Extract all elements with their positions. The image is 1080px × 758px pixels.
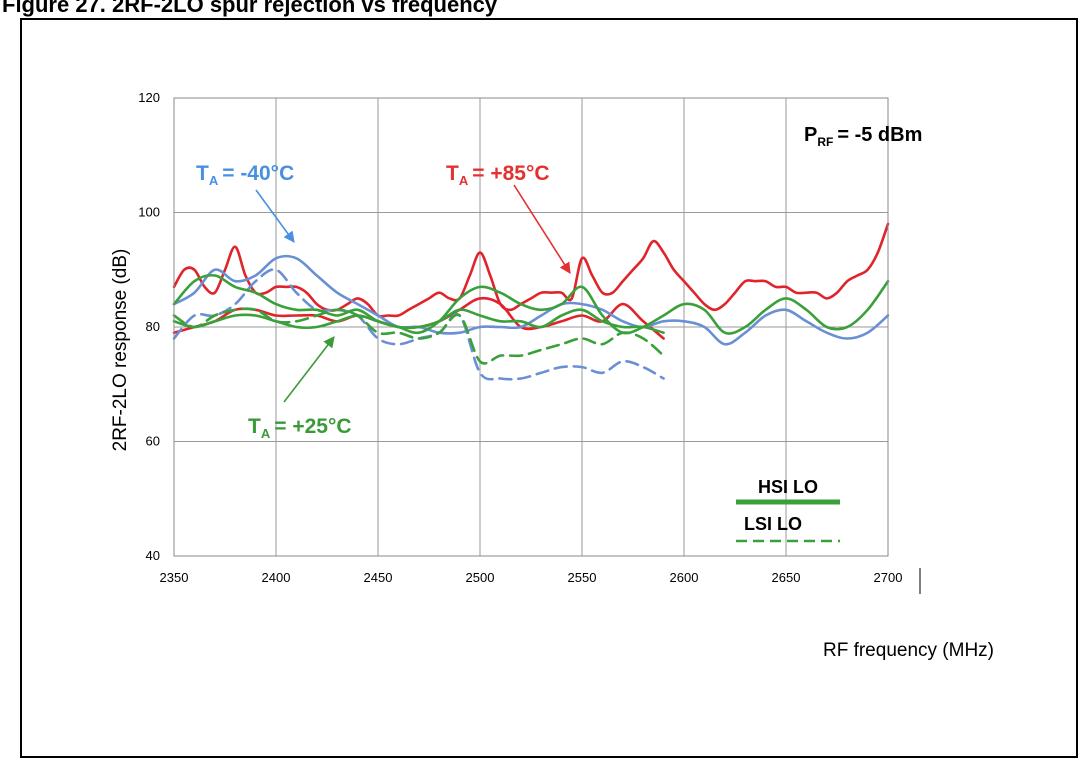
series-line-3 (172, 268, 665, 381)
legend-dashed-label: LSI LO (744, 514, 802, 534)
arrow-plus85 (513, 184, 571, 274)
arrow-plus25 (283, 336, 335, 403)
annotation-minus40-prefix: T (196, 162, 209, 185)
annotation-plus85-text: = +85°C (472, 162, 549, 185)
annotation-plus85: TA = +85°C (446, 162, 550, 188)
annotation-plus25-prefix: T (248, 415, 261, 438)
series-group (172, 222, 890, 381)
condition-label: PRF = -5 dBm (804, 124, 922, 149)
y-tick-label: 60 (146, 434, 160, 449)
annotation-minus40: TA = -40°C (196, 162, 294, 188)
x-axis-title: RF frequency (MHz) (823, 640, 994, 661)
x-tick-label: 2600 (670, 570, 699, 585)
series-line-6 (172, 308, 665, 334)
annotation-plus25-text: = +25°C (274, 415, 351, 438)
x-tick-label: 2650 (772, 570, 801, 585)
series-line-0 (172, 222, 890, 318)
annotation-minus40-text: = -40°C (222, 162, 294, 185)
y-axis-title: 2RF-2LO response (dB) (110, 249, 131, 452)
x-tick-label: 2350 (160, 570, 189, 585)
annotation-plus25-sub: A (261, 426, 271, 441)
annotation-minus40-sub: A (209, 173, 219, 188)
figure-frame: 2350 2400 2450 2500 2550 2600 2650 2700 40 60 80 10… (20, 18, 1078, 758)
ticks: 2350 2400 2450 2500 2550 2600 2650 2700 40 60 80 10… (138, 90, 902, 585)
x-tick-label: 2550 (568, 570, 597, 585)
series-line-2 (172, 254, 890, 346)
series-line-4 (172, 273, 890, 335)
legend: HSI LO LSI LO (736, 477, 840, 543)
legend-solid-label: HSI LO (758, 477, 818, 497)
condition-main: P (804, 124, 817, 146)
chart-svg: 2350 2400 2450 2500 2550 2600 2650 2700 40 60 80 10… (110, 90, 994, 661)
x-tick-label: 2450 (364, 570, 393, 585)
plot-area-border (173, 97, 889, 557)
y-tick-label: 40 (146, 548, 160, 563)
figure-caption: Figure 27. 2RF-2LO spur rejection vs fre… (2, 0, 498, 17)
y-tick-label: 80 (146, 319, 160, 334)
x-tick-label: 2400 (262, 570, 291, 585)
annotation-plus25: TA = +25°C (248, 415, 352, 441)
arrow-minus40 (255, 189, 295, 243)
condition-sub: RF (817, 135, 833, 149)
x-tick-label: 2500 (466, 570, 495, 585)
annotation-plus85-sub: A (459, 173, 469, 188)
condition-value: = -5 dBm (837, 124, 922, 146)
x-tick-label: 2700 (874, 570, 903, 585)
series-line-5 (172, 307, 665, 365)
y-tick-label: 120 (138, 90, 160, 105)
annotation-plus85-prefix: T (446, 162, 459, 185)
y-tick-label: 100 (138, 205, 160, 220)
